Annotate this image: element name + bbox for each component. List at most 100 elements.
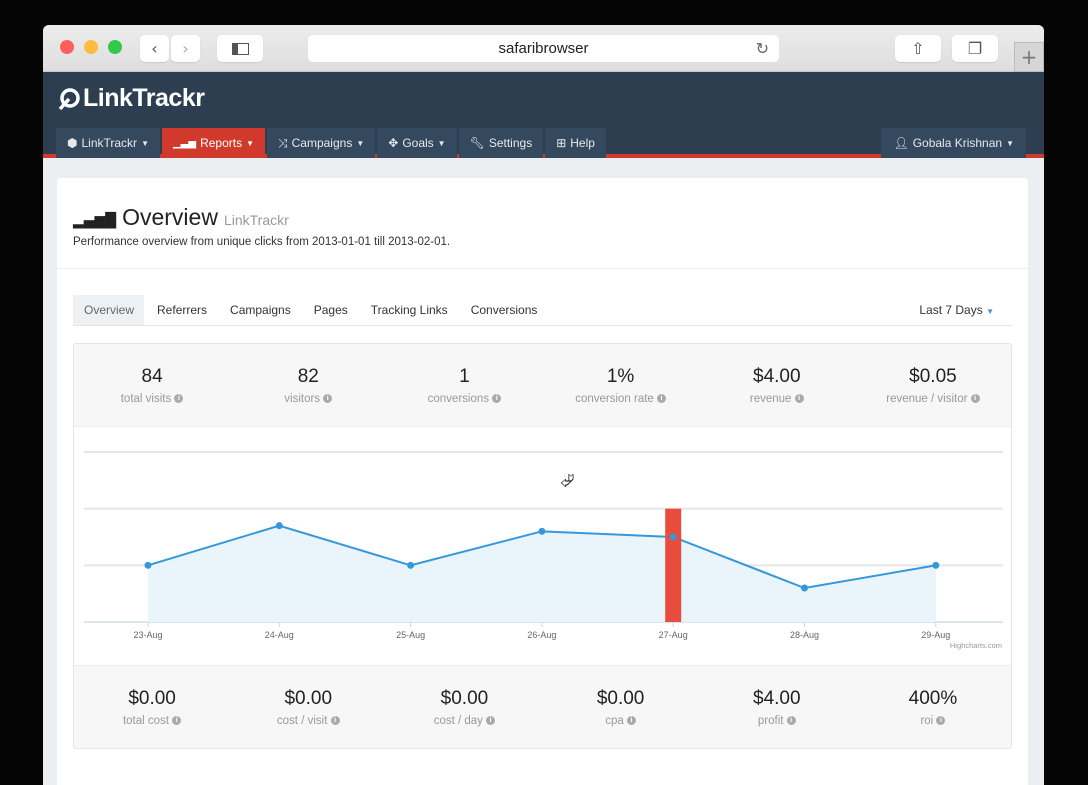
stat-value: 82 bbox=[297, 366, 319, 387]
crosshair-icon: ✥ bbox=[388, 136, 399, 150]
back-button[interactable]: ‹ bbox=[140, 35, 169, 62]
info-icon[interactable]: i bbox=[492, 394, 502, 404]
tab-tracking-links[interactable]: Tracking Links bbox=[370, 303, 448, 317]
data-point bbox=[932, 561, 940, 569]
stat-value: 400% bbox=[908, 688, 958, 709]
x-tick-label: 27-Aug bbox=[659, 630, 688, 640]
stat-label: revenue i bbox=[699, 393, 855, 405]
user-menu[interactable]: 👤︎ Gobala Krishnan ▼ bbox=[881, 128, 1026, 158]
nav-goals[interactable]: ✥ Goals ▼ bbox=[377, 128, 457, 158]
info-icon[interactable]: i bbox=[786, 716, 796, 726]
sidebar-button[interactable] bbox=[217, 35, 263, 62]
logo[interactable]: LinkTrackr bbox=[57, 84, 205, 113]
info-icon[interactable]: i bbox=[174, 394, 184, 404]
chart-svg: 23-Aug 24-Aug 25-Aug 26-Aug 27-Aug 28-Aug 29-A… bbox=[84, 451, 1003, 650]
stat-cost-day: $0.00 cost / day i bbox=[386, 666, 542, 748]
nav-help[interactable]: ⊞ Help bbox=[545, 128, 606, 158]
stat-roi: 400% roi i bbox=[855, 666, 1011, 748]
info-icon[interactable]: i bbox=[794, 394, 804, 404]
content-card: ▂▄▆█ Overview LinkTrackr Performance ove… bbox=[57, 178, 1028, 785]
share-button[interactable]: ⇧ bbox=[895, 35, 941, 62]
stat-value: $4.00 bbox=[753, 366, 801, 387]
info-icon[interactable]: i bbox=[172, 716, 182, 726]
info-icon[interactable]: i bbox=[330, 716, 340, 726]
data-point bbox=[669, 533, 677, 541]
stat-label: cost / day i bbox=[386, 715, 542, 727]
stat-value: 1% bbox=[606, 366, 635, 387]
nav-campaigns[interactable]: ⤨ Campaigns ▼ bbox=[267, 128, 376, 158]
stat-value: 84 bbox=[141, 366, 163, 387]
new-tab-button[interactable]: + bbox=[1014, 42, 1044, 72]
logo-text: LinkTrackr bbox=[83, 84, 205, 112]
stats-panel: 84 total visits i 82 visitors i 1 conversions… bbox=[73, 343, 1012, 749]
page-title: ▂▄▆█ Overview LinkTrackr bbox=[73, 204, 289, 231]
logo-icon bbox=[58, 87, 80, 110]
tab-conversions[interactable]: Conversions bbox=[470, 303, 538, 317]
top-stats: 84 total visits i 82 visitors i 1 conversions… bbox=[74, 344, 1011, 426]
tab-overview[interactable]: Overview bbox=[73, 295, 145, 325]
tab-referrers[interactable]: Referrers bbox=[157, 303, 208, 317]
url-text: safaribrowser bbox=[498, 40, 589, 57]
stat-label: profit i bbox=[699, 715, 855, 727]
x-tick-label: 28-Aug bbox=[790, 630, 819, 640]
stat-value: $0.00 bbox=[596, 688, 645, 709]
cube-icon: ⬢ bbox=[67, 136, 78, 150]
info-icon[interactable]: i bbox=[936, 716, 946, 726]
share-icon: ⇧ bbox=[911, 39, 925, 58]
info-icon[interactable]: i bbox=[486, 716, 496, 726]
stat-label-text: cost / visit bbox=[276, 715, 328, 727]
shuffle-icon: ⤨ bbox=[278, 135, 288, 150]
stat-label-text: revenue bbox=[749, 393, 792, 405]
app-header: LinkTrackr ⬢ LinkTrackr ▼ ▁▃▅ Reports ▼ ⤨ Cam… bbox=[43, 72, 1044, 158]
stat-label-text: cost / day bbox=[433, 715, 483, 727]
nav-linktrackr[interactable]: ⬢ LinkTrackr ▼ bbox=[56, 128, 160, 158]
stat-label-text: total cost bbox=[122, 715, 169, 727]
nav-label: Reports bbox=[200, 136, 243, 150]
minimize-window-button[interactable] bbox=[84, 40, 98, 54]
divider bbox=[57, 268, 1028, 269]
data-point bbox=[801, 584, 808, 592]
tab-pages[interactable]: Pages bbox=[313, 303, 348, 317]
nav-label: Settings bbox=[488, 136, 533, 150]
stat-label: revenue / visitor i bbox=[855, 393, 1011, 405]
stat-visitors: 82 visitors i bbox=[230, 344, 386, 426]
data-point bbox=[407, 561, 415, 569]
stat-value: 1 bbox=[459, 366, 470, 387]
zoom-window-button[interactable] bbox=[108, 40, 122, 54]
chevron-left-icon: ‹ bbox=[151, 39, 158, 58]
caret-down-icon: ▼ bbox=[1006, 138, 1014, 148]
stat-conversions: 1 conversions i bbox=[386, 344, 542, 426]
stat-cost-visit: $0.00 cost / visit i bbox=[230, 666, 386, 748]
tab-campaigns[interactable]: Campaigns bbox=[230, 303, 291, 317]
x-tick-label: 23-Aug bbox=[133, 630, 162, 640]
info-icon[interactable]: i bbox=[970, 394, 980, 404]
nav-label: LinkTrackr bbox=[81, 136, 138, 150]
signal-icon: ▁▃▅ bbox=[172, 137, 197, 149]
main-nav: ⬢ LinkTrackr ▼ ▁▃▅ Reports ▼ ⤨ Campaigns ▼ ✥ Go… bbox=[56, 128, 606, 158]
nav-reports[interactable]: ▁▃▅ Reports ▼ bbox=[161, 128, 266, 158]
nav-settings[interactable]: 🔧︎ Settings bbox=[458, 128, 544, 158]
date-range-label: Last 7 Days bbox=[919, 303, 983, 317]
signal-icon: ▂▄▆█ bbox=[73, 213, 117, 229]
close-window-button[interactable] bbox=[60, 40, 74, 54]
stat-label-text: conversions bbox=[427, 393, 490, 405]
address-bar[interactable]: safaribrowser ↻ bbox=[308, 35, 779, 62]
sidebar-icon bbox=[231, 42, 249, 55]
stat-label-text: conversion rate bbox=[575, 393, 654, 405]
stat-label: visitors i bbox=[230, 393, 386, 405]
reload-icon[interactable]: ↻ bbox=[755, 40, 769, 58]
stat-label: total visits i bbox=[74, 393, 230, 405]
forward-button[interactable]: › bbox=[171, 35, 200, 62]
info-icon[interactable]: i bbox=[323, 394, 333, 404]
chevron-right-icon: › bbox=[182, 39, 189, 58]
stat-total-visits: 84 total visits i bbox=[74, 344, 230, 426]
stat-label-text: roi bbox=[920, 715, 934, 727]
nav-label: Campaigns bbox=[291, 136, 353, 150]
date-range-dropdown[interactable]: Last 7 Days ▼ bbox=[919, 295, 994, 327]
x-tick-label: 26-Aug bbox=[527, 630, 556, 640]
stat-label: roi i bbox=[855, 715, 1011, 727]
stat-label: cpa i bbox=[543, 715, 699, 727]
info-icon[interactable]: i bbox=[657, 394, 667, 404]
info-icon[interactable]: i bbox=[626, 716, 636, 726]
tabs-button[interactable]: ❐ bbox=[952, 35, 998, 62]
